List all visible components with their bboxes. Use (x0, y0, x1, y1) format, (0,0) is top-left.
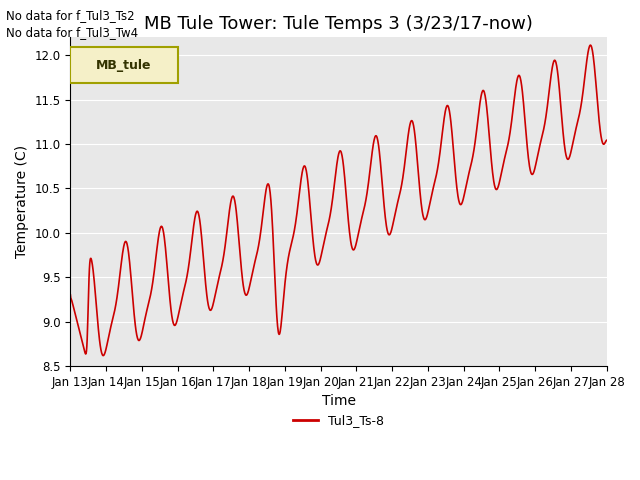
Tul3_Ts-8 (603, 137, 611, 143)
Text: MB_tule: MB_tule (96, 59, 152, 72)
Tul3_Ts-8 (422, 216, 429, 222)
X-axis label: Time: Time (321, 394, 355, 408)
Title: MB Tule Tower: Tule Temps 3 (3/23/17-now): MB Tule Tower: Tule Temps 3 (3/23/17-now… (144, 15, 533, 33)
FancyBboxPatch shape (70, 47, 178, 84)
Tul3_Ts-8 (173, 318, 181, 324)
Y-axis label: Temperature (C): Temperature (C) (15, 145, 29, 258)
Tul3_Ts-8 (99, 353, 107, 359)
Tul3_Ts-8 (540, 128, 547, 134)
Tul3_Ts-8 (186, 253, 194, 259)
Legend: Tul3_Ts-8: Tul3_Ts-8 (288, 409, 389, 432)
Tul3_Ts-8 (67, 292, 74, 298)
Tul3_Ts-8 (587, 42, 595, 48)
Tul3_Ts-8 (246, 281, 254, 287)
Tul3_Ts-8 (492, 186, 500, 192)
Text: No data for f_Tul3_Ts2: No data for f_Tul3_Ts2 (6, 9, 135, 22)
Line: Tul3_Ts-8: Tul3_Ts-8 (70, 45, 607, 356)
Text: No data for f_Tul3_Tw4: No data for f_Tul3_Tw4 (6, 26, 138, 39)
